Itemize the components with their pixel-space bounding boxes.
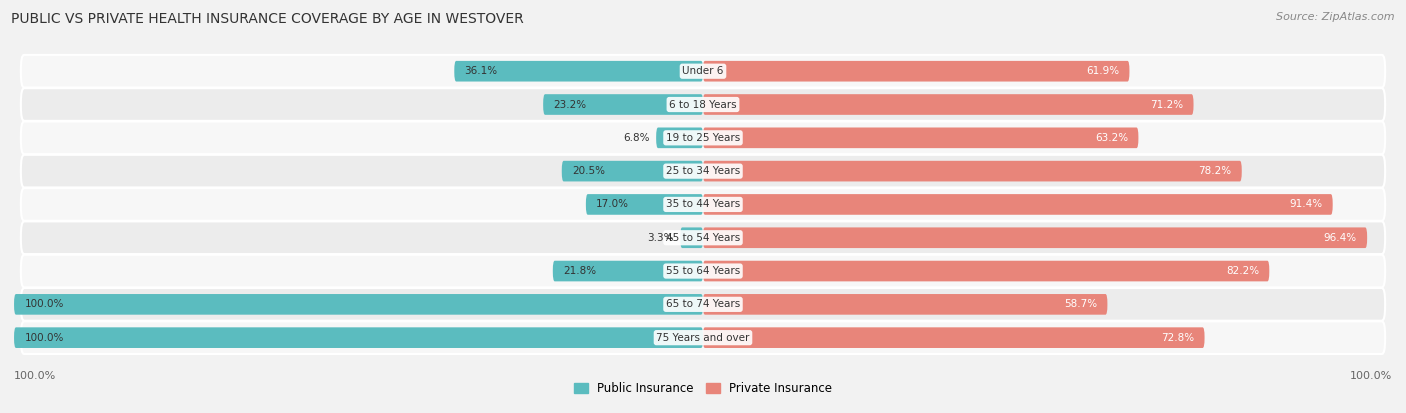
Text: 100.0%: 100.0% xyxy=(14,371,56,381)
Text: 55 to 64 Years: 55 to 64 Years xyxy=(666,266,740,276)
FancyBboxPatch shape xyxy=(703,328,1205,348)
Text: 20.5%: 20.5% xyxy=(572,166,605,176)
FancyBboxPatch shape xyxy=(21,255,1385,287)
Text: 78.2%: 78.2% xyxy=(1198,166,1232,176)
Text: 58.7%: 58.7% xyxy=(1064,299,1097,309)
Text: 35 to 44 Years: 35 to 44 Years xyxy=(666,199,740,209)
FancyBboxPatch shape xyxy=(657,128,703,148)
FancyBboxPatch shape xyxy=(681,228,703,248)
Text: 36.1%: 36.1% xyxy=(464,66,498,76)
Text: 63.2%: 63.2% xyxy=(1095,133,1128,143)
FancyBboxPatch shape xyxy=(703,228,1367,248)
Text: 3.3%: 3.3% xyxy=(647,233,673,243)
Text: 17.0%: 17.0% xyxy=(596,199,630,209)
FancyBboxPatch shape xyxy=(703,294,1108,315)
Text: Under 6: Under 6 xyxy=(682,66,724,76)
FancyBboxPatch shape xyxy=(21,221,1385,254)
FancyBboxPatch shape xyxy=(703,61,1129,81)
Text: 25 to 34 Years: 25 to 34 Years xyxy=(666,166,740,176)
FancyBboxPatch shape xyxy=(703,194,1333,215)
Text: 21.8%: 21.8% xyxy=(564,266,596,276)
Text: 23.2%: 23.2% xyxy=(554,100,586,109)
Text: 100.0%: 100.0% xyxy=(24,299,63,309)
FancyBboxPatch shape xyxy=(14,328,703,348)
Text: 45 to 54 Years: 45 to 54 Years xyxy=(666,233,740,243)
Text: 65 to 74 Years: 65 to 74 Years xyxy=(666,299,740,309)
FancyBboxPatch shape xyxy=(703,161,1241,181)
FancyBboxPatch shape xyxy=(586,194,703,215)
Text: 100.0%: 100.0% xyxy=(24,332,63,343)
FancyBboxPatch shape xyxy=(454,61,703,81)
FancyBboxPatch shape xyxy=(543,94,703,115)
Legend: Public Insurance, Private Insurance: Public Insurance, Private Insurance xyxy=(569,377,837,400)
Text: 91.4%: 91.4% xyxy=(1289,199,1323,209)
Text: 61.9%: 61.9% xyxy=(1085,66,1119,76)
FancyBboxPatch shape xyxy=(562,161,703,181)
FancyBboxPatch shape xyxy=(21,155,1385,188)
FancyBboxPatch shape xyxy=(553,261,703,281)
FancyBboxPatch shape xyxy=(703,261,1270,281)
Text: Source: ZipAtlas.com: Source: ZipAtlas.com xyxy=(1277,12,1395,22)
Text: 75 Years and over: 75 Years and over xyxy=(657,332,749,343)
FancyBboxPatch shape xyxy=(703,128,1139,148)
FancyBboxPatch shape xyxy=(21,121,1385,154)
Text: 72.8%: 72.8% xyxy=(1161,332,1194,343)
Text: 19 to 25 Years: 19 to 25 Years xyxy=(666,133,740,143)
Text: 71.2%: 71.2% xyxy=(1150,100,1184,109)
FancyBboxPatch shape xyxy=(703,94,1194,115)
FancyBboxPatch shape xyxy=(21,321,1385,354)
FancyBboxPatch shape xyxy=(21,55,1385,88)
Text: 82.2%: 82.2% xyxy=(1226,266,1258,276)
Text: 100.0%: 100.0% xyxy=(1350,371,1392,381)
Text: 6 to 18 Years: 6 to 18 Years xyxy=(669,100,737,109)
FancyBboxPatch shape xyxy=(21,288,1385,320)
FancyBboxPatch shape xyxy=(21,88,1385,121)
FancyBboxPatch shape xyxy=(14,294,703,315)
Text: 6.8%: 6.8% xyxy=(623,133,650,143)
FancyBboxPatch shape xyxy=(21,188,1385,221)
Text: PUBLIC VS PRIVATE HEALTH INSURANCE COVERAGE BY AGE IN WESTOVER: PUBLIC VS PRIVATE HEALTH INSURANCE COVER… xyxy=(11,12,524,26)
Text: 96.4%: 96.4% xyxy=(1323,233,1357,243)
